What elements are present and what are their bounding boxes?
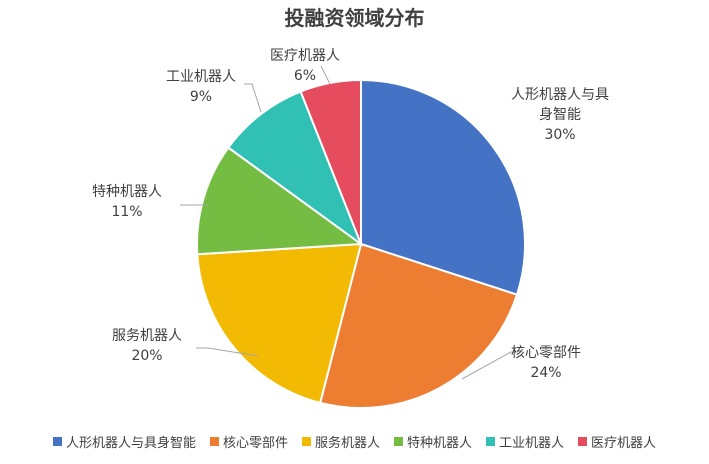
legend-swatch xyxy=(486,437,496,446)
legend-item-1: 人形机器人与具身智能 xyxy=(52,432,196,451)
legend-label: 人形机器人与具身智能 xyxy=(65,436,196,451)
legend-swatch xyxy=(52,437,62,446)
legend-label: 核心零部件 xyxy=(222,436,288,451)
leader-line-6 xyxy=(320,65,331,85)
legend-swatch xyxy=(209,437,219,446)
legend-label: 服务机器人 xyxy=(314,436,380,451)
slice-label-4: 特种机器人 11% xyxy=(92,184,162,220)
chart-legend: 人形机器人与具身智能 核心零部件 服务机器人 特种机器人 工业机器人 医疗机器人 xyxy=(0,432,709,451)
legend-swatch xyxy=(301,437,311,446)
legend-item-6: 医疗机器人 xyxy=(578,432,656,451)
legend-item-3: 服务机器人 xyxy=(301,432,380,451)
legend-label: 特种机器人 xyxy=(407,436,473,451)
pie-slice-3 xyxy=(196,242,363,405)
pie-slice-2 xyxy=(318,242,519,409)
slice-label-5: 工业机器人 9% xyxy=(166,69,236,105)
legend-item-5: 工业机器人 xyxy=(486,432,564,451)
slice-label-6: 医疗机器人 6% xyxy=(270,48,340,84)
legend-item-4: 特种机器人 xyxy=(394,432,472,451)
legend-item-2: 核心零部件 xyxy=(209,432,288,451)
legend-label: 医疗机器人 xyxy=(591,436,657,451)
legend-label: 工业机器人 xyxy=(499,436,565,451)
pie-slice-1 xyxy=(360,78,526,296)
pie-chart: 人形机器人与具身智能 30% 核心零部件 24% 服务机器人 20% 特种机器人 11% 工业机… xyxy=(92,48,609,409)
chart-title: 投融资领域分布 xyxy=(284,6,425,30)
legend-swatch xyxy=(578,437,588,446)
leader-line-3 xyxy=(196,347,259,357)
legend-swatch xyxy=(394,437,403,446)
leader-line-5 xyxy=(244,83,262,113)
slice-label-1: 人形机器人与具身智能 30% xyxy=(511,87,609,143)
pie-slice-6 xyxy=(299,78,362,245)
slice-label-3: 服务机器人 20% xyxy=(112,328,182,364)
pie-slice-5 xyxy=(226,90,364,247)
leader-line-2 xyxy=(461,351,518,380)
slice-label-2: 核心零部件 24% xyxy=(511,345,581,381)
pie-slice-4 xyxy=(196,146,364,256)
